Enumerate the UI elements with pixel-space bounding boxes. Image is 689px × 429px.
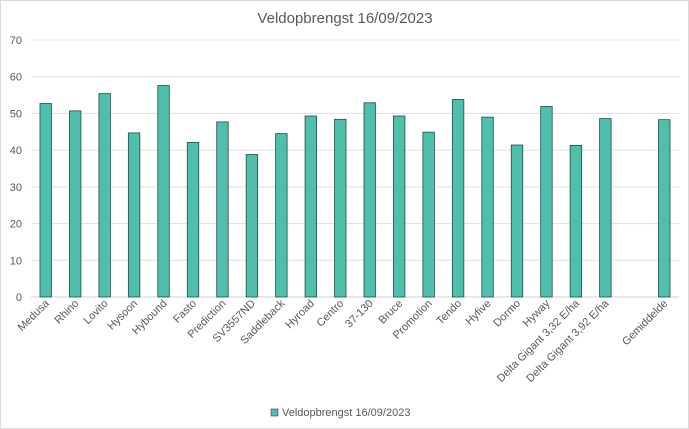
x-tick-label: Gemiddelde: [620, 298, 670, 348]
x-tick-label: Dormo: [491, 298, 523, 330]
bar: [510, 144, 524, 298]
y-tick-label: 20: [10, 219, 22, 231]
y-tick-label: 50: [10, 108, 22, 120]
x-tick-label: 37-130: [343, 298, 376, 331]
legend: Veldopbrengst 16/09/2023: [270, 407, 410, 419]
bar: [334, 118, 347, 298]
bar: [422, 131, 435, 298]
bar: [569, 144, 583, 298]
legend-label: Veldopbrengst 16/09/2023: [282, 407, 410, 419]
bar: [658, 119, 671, 298]
bar: [245, 154, 259, 298]
bar: [216, 121, 229, 298]
x-tick-label: Tendo: [435, 298, 465, 328]
x-tick-label: Fasto: [171, 298, 199, 326]
x-tick-label: Hyfive: [464, 298, 494, 328]
chart-title: Veldopbrengst 16/09/2023: [257, 10, 432, 27]
bars: [39, 85, 671, 298]
y-tick-label: 70: [10, 35, 22, 47]
y-tick-label: 30: [10, 182, 22, 194]
bar: [157, 85, 170, 298]
bar: [363, 102, 376, 298]
x-tick-label: Centro: [315, 298, 347, 330]
x-tick-label: Hyroad: [283, 298, 317, 332]
y-tick-label: 0: [16, 292, 22, 304]
bar: [393, 115, 406, 298]
y-tick-label: 10: [10, 255, 22, 267]
bar: [540, 106, 553, 298]
bar: [127, 132, 141, 298]
bar: [98, 93, 111, 298]
y-tick-label: 40: [10, 145, 22, 157]
y-axis-ticks: 0 10 20 30 40 50 60 70: [10, 35, 22, 304]
y-tick-label: 60: [10, 72, 22, 84]
bar: [451, 99, 465, 298]
bar: [39, 103, 52, 298]
bar: [275, 133, 288, 298]
x-tick-label: Rhino: [52, 298, 81, 327]
legend-swatch: [270, 408, 279, 417]
bar: [186, 142, 200, 298]
bar: [69, 110, 82, 298]
bar: [481, 116, 494, 298]
bar: [599, 118, 612, 298]
bar: [304, 115, 317, 298]
